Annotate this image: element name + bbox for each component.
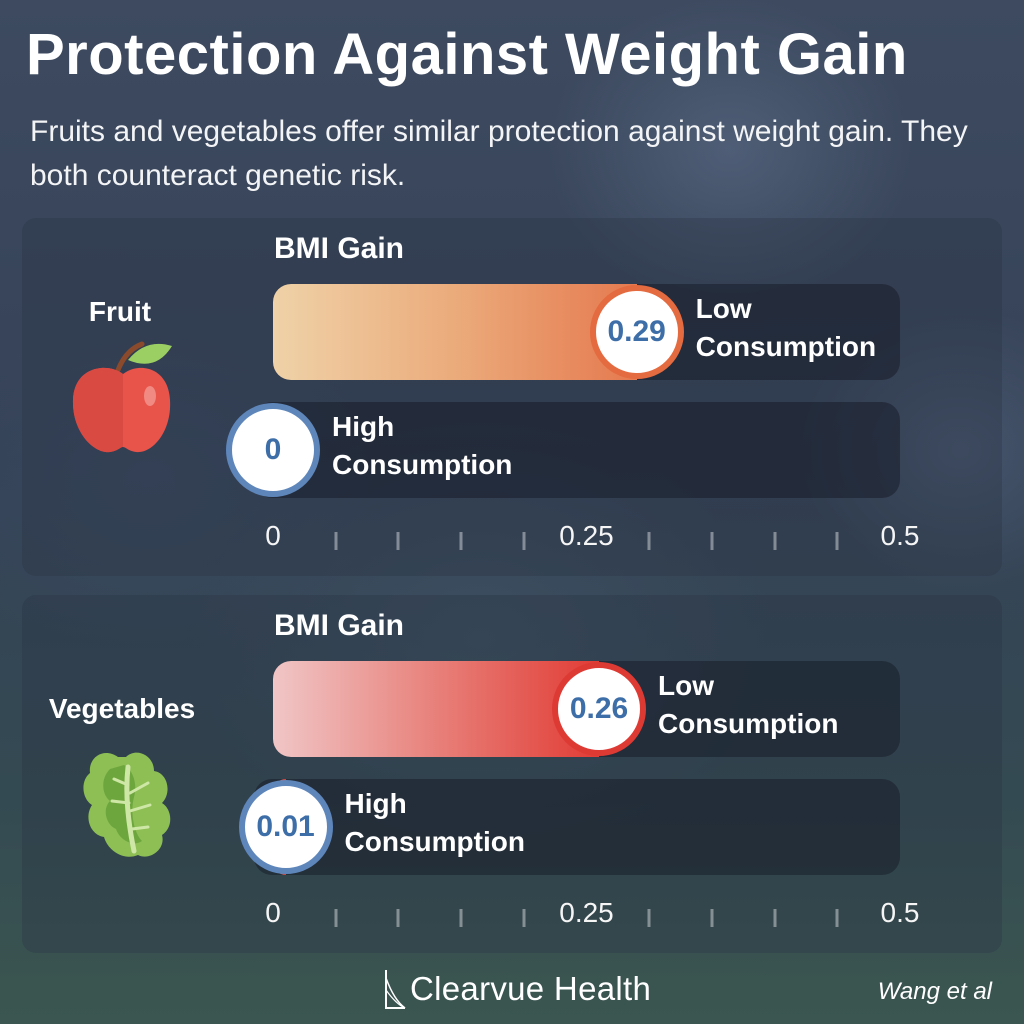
page-title: Protection Against Weight Gain [26, 22, 908, 87]
axis-tick [459, 532, 463, 550]
series-label-line1: Low [658, 670, 715, 701]
bar-track [254, 779, 900, 875]
tick-label: 0.5 [880, 520, 920, 551]
lettuce-icon [83, 752, 171, 857]
tick-label: 0 [265, 897, 281, 928]
value-label: 0.26 [552, 662, 647, 756]
tick-label: 0.25 [559, 520, 614, 551]
axis-tick [647, 532, 651, 550]
bar-track [254, 402, 900, 498]
value-label: 0.29 [589, 285, 684, 379]
apple-icon [72, 341, 172, 453]
category-label-vegetables: Vegetables [48, 693, 196, 724]
axis-tick [459, 909, 463, 927]
bar [273, 284, 637, 380]
axis-tick [334, 532, 338, 550]
series-label-line1: Low [695, 293, 752, 324]
series-label: High Consumption [345, 785, 525, 861]
axis-title: BMI Gain [274, 609, 405, 642]
axis-title: BMI Gain [274, 232, 405, 265]
value-label: 0 [226, 403, 320, 497]
series-label: Low Consumption [658, 667, 838, 743]
bar [273, 661, 600, 757]
brand: Clearvue Health [384, 968, 651, 1010]
fruit-chart-panel: BMI Gain Fruit 0.29 Low Consumption 0 High Co… [22, 218, 1002, 576]
brand-name: Clearvue Health [410, 970, 652, 1007]
series-label-line1: High [332, 411, 395, 442]
series-label-line2: Consumption [658, 708, 839, 739]
vegetables-chart-panel: BMI Gain Vegetables 0.26 Low Consumption 0.… [22, 595, 1002, 953]
tick-label: 0.5 [880, 897, 920, 928]
series-label: High Consumption [332, 408, 512, 484]
category-label-fruit: Fruit [88, 296, 152, 327]
series-label: Low Consumption [696, 290, 876, 366]
axis-tick [396, 909, 400, 927]
axis-tick [522, 532, 526, 550]
page-subtitle: Fruits and vegetables offer similar prot… [30, 115, 968, 192]
axis-tick [396, 532, 400, 550]
clearvue-logo-icon [385, 970, 406, 1009]
series-label-line2: Consumption [344, 826, 525, 857]
axis-tick [647, 909, 651, 927]
series-label-line2: Consumption [332, 449, 513, 480]
value-label: 0.01 [238, 780, 333, 874]
axis-tick [835, 532, 839, 550]
axis-tick [710, 909, 714, 927]
axis-tick [710, 532, 714, 550]
axis-tick [835, 909, 839, 927]
series-label-line2: Consumption [695, 331, 877, 362]
series-label-line1: High [344, 788, 407, 819]
tick-label: 0 [265, 520, 281, 551]
axis-tick [334, 909, 338, 927]
tick-label: 0.25 [559, 897, 614, 928]
axis-tick [773, 909, 777, 927]
source-citation: Wang et al [877, 978, 992, 1005]
axis-tick [522, 909, 526, 927]
axis-tick [773, 532, 777, 550]
